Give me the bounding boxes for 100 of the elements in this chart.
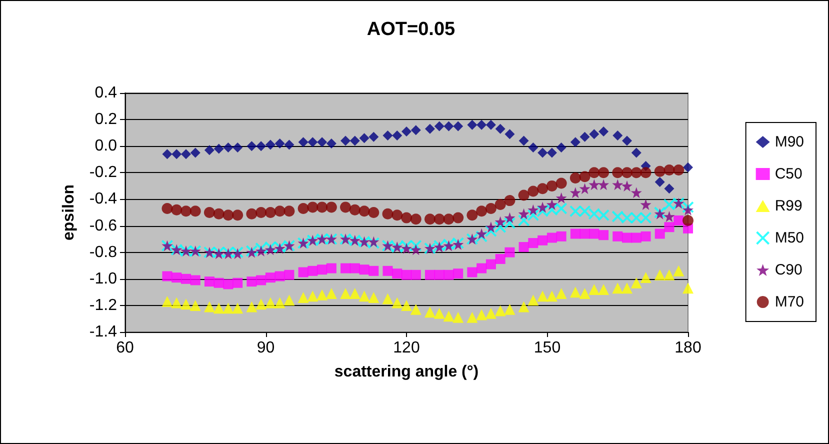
point [326, 202, 337, 213]
point [246, 276, 257, 287]
point [265, 272, 276, 283]
point [434, 308, 445, 319]
point [410, 304, 422, 315]
point [402, 270, 412, 280]
point [518, 190, 530, 201]
point [467, 267, 478, 278]
point [622, 136, 632, 146]
point [410, 270, 421, 280]
point [349, 288, 360, 299]
point [640, 212, 652, 224]
point [308, 266, 318, 276]
point [556, 288, 567, 299]
point [284, 140, 294, 150]
point [368, 132, 379, 142]
point [580, 228, 590, 239]
point [434, 214, 445, 225]
point [504, 217, 516, 230]
point [358, 206, 370, 217]
point [630, 167, 642, 178]
point [434, 121, 444, 132]
point [256, 298, 267, 310]
x-tick-label: 180 [674, 340, 702, 356]
point [382, 266, 393, 276]
point [528, 186, 539, 197]
point [612, 282, 624, 294]
point [486, 259, 496, 270]
point [368, 292, 380, 303]
point [476, 228, 488, 240]
point [326, 263, 336, 274]
point [504, 212, 516, 224]
point [401, 242, 412, 254]
point [382, 293, 394, 304]
legend-label: M90 [774, 134, 804, 150]
point [640, 199, 652, 210]
point [589, 228, 600, 239]
point [256, 141, 266, 152]
point [223, 279, 234, 290]
point [654, 228, 665, 239]
point [368, 207, 380, 218]
point [518, 301, 530, 312]
point [664, 222, 674, 232]
point [264, 207, 276, 218]
point [264, 241, 276, 254]
point [588, 208, 600, 220]
point [232, 278, 243, 288]
point [190, 300, 201, 311]
point [162, 296, 173, 307]
point [630, 277, 642, 288]
point [410, 125, 421, 136]
point [359, 133, 370, 144]
point [570, 286, 581, 298]
point [424, 270, 435, 280]
point [476, 263, 487, 274]
point [204, 207, 215, 218]
point [569, 205, 582, 218]
point [382, 208, 394, 220]
point [654, 176, 665, 187]
x-axis-title: scattering angle (°) [334, 364, 479, 380]
point [538, 148, 548, 158]
point [162, 271, 172, 282]
point [316, 289, 328, 300]
point [213, 208, 224, 220]
point [538, 235, 548, 246]
point [598, 167, 610, 178]
point [528, 142, 538, 152]
point [494, 199, 506, 210]
legend-label: C50 [774, 166, 802, 182]
point [246, 301, 258, 312]
point [359, 264, 370, 275]
point [402, 126, 412, 137]
point [673, 164, 684, 176]
point [570, 172, 581, 184]
point [630, 212, 642, 224]
point [350, 136, 360, 146]
point [578, 205, 591, 218]
point [494, 305, 506, 316]
point [180, 149, 191, 160]
point [452, 212, 464, 224]
point [232, 142, 243, 152]
point [172, 149, 182, 160]
x-tick-label: 90 [256, 340, 275, 356]
point [232, 302, 244, 314]
point [485, 308, 496, 319]
y-tick-label: -0.4 [89, 190, 118, 208]
point [588, 179, 600, 190]
point [504, 129, 515, 140]
point [172, 272, 182, 283]
point [486, 120, 496, 130]
point [284, 294, 295, 306]
point [476, 120, 487, 130]
point [284, 270, 294, 280]
point [588, 167, 600, 178]
point [674, 215, 684, 226]
point [232, 210, 244, 221]
point [682, 214, 694, 226]
point [274, 206, 286, 217]
point [504, 247, 515, 258]
point [317, 264, 328, 275]
